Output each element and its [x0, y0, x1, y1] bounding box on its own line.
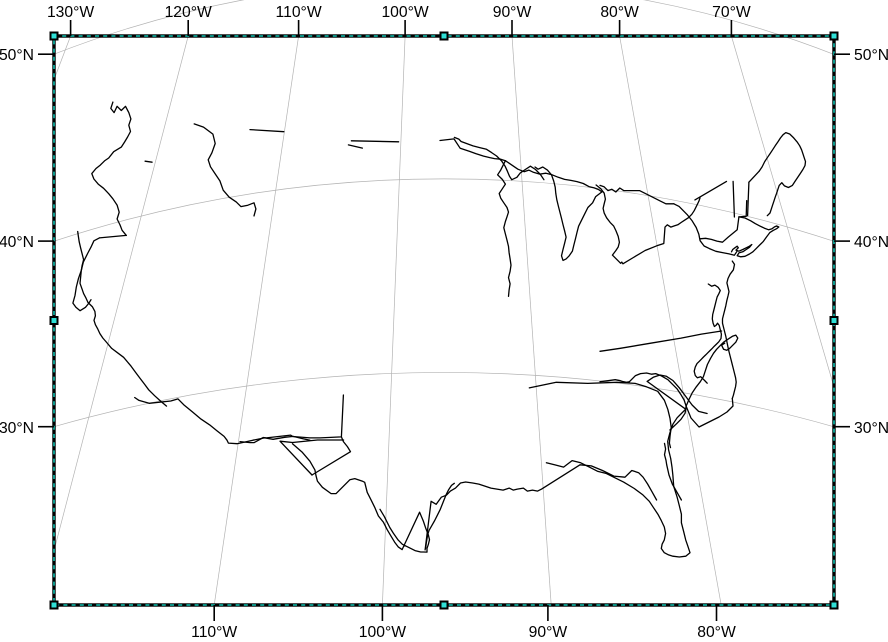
svg-text:70°W: 70°W — [712, 4, 751, 21]
svg-text:80°W: 80°W — [697, 624, 736, 641]
svg-text:80°W: 80°W — [600, 4, 639, 21]
svg-text:30°N: 30°N — [854, 420, 888, 437]
svg-text:40°N: 40°N — [0, 234, 34, 251]
svg-text:50°N: 50°N — [0, 47, 34, 64]
svg-text:130°W: 130°W — [47, 4, 94, 21]
svg-text:100°W: 100°W — [381, 4, 428, 21]
svg-text:110°W: 110°W — [191, 624, 237, 641]
svg-text:90°W: 90°W — [493, 4, 532, 21]
svg-text:110°W: 110°W — [276, 4, 322, 21]
svg-text:50°N: 50°N — [854, 47, 888, 64]
svg-text:120°W: 120°W — [165, 4, 212, 21]
svg-text:30°N: 30°N — [0, 420, 34, 437]
svg-text:100°W: 100°W — [359, 624, 406, 641]
svg-text:40°N: 40°N — [854, 234, 888, 251]
svg-text:90°W: 90°W — [529, 624, 568, 641]
